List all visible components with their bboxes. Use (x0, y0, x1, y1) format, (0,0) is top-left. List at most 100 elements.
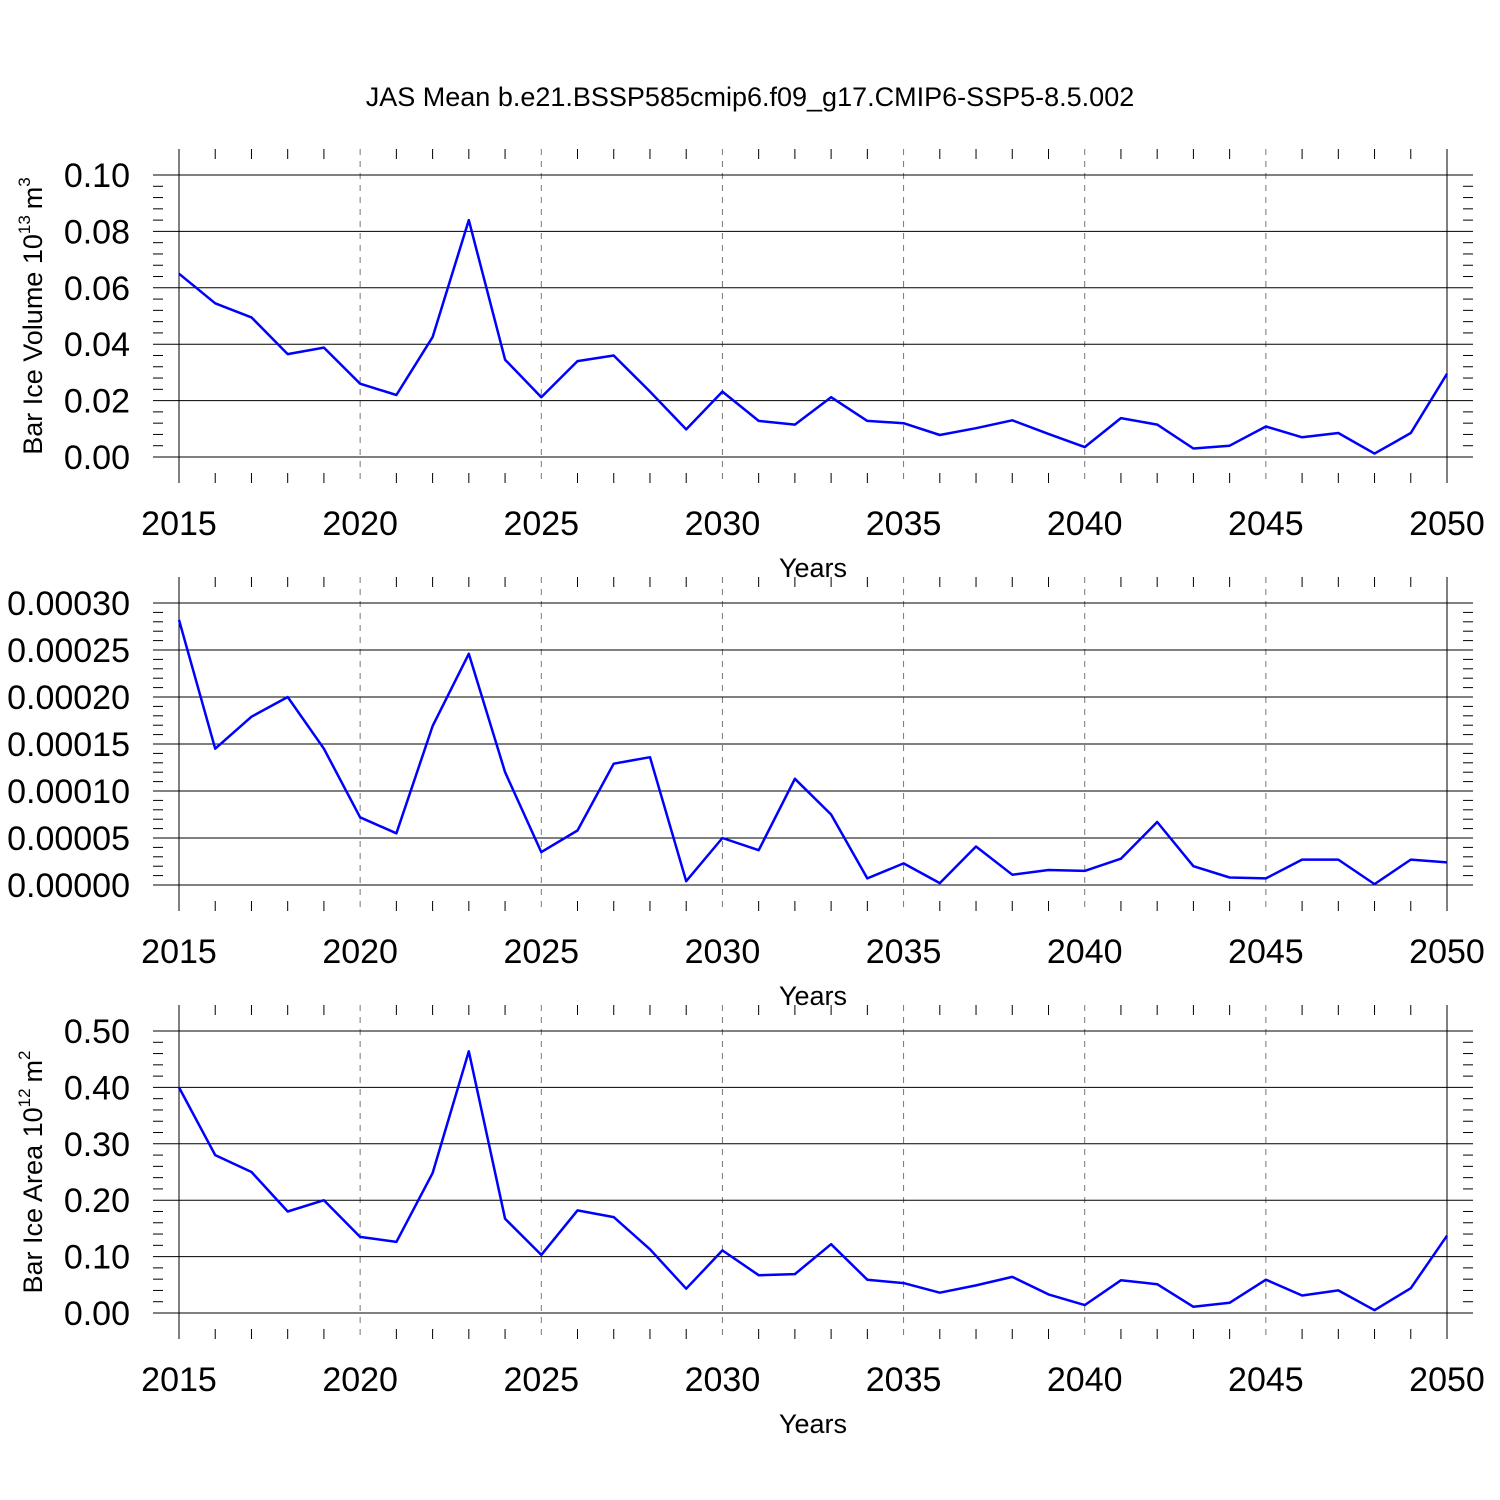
data-point (1300, 435, 1304, 439)
data-point (358, 815, 362, 819)
data-point (612, 353, 616, 357)
data-point (974, 1283, 978, 1287)
x-axis-label: Years (779, 1409, 847, 1439)
data-point (539, 395, 543, 399)
y-axis-label-exponent: 12 (15, 1088, 34, 1107)
data-point (1445, 372, 1449, 376)
y-axis-label: Bar Ice Volume 1013 m3 (15, 177, 48, 455)
data-point (322, 346, 326, 350)
y-tick-label: 0.00 (64, 439, 130, 477)
x-tick-label: 2045 (1228, 505, 1304, 543)
data-point (938, 881, 942, 885)
data-point (1155, 820, 1159, 824)
y-tick-label: 0.10 (64, 157, 130, 195)
data-point (720, 836, 724, 840)
data-point (1409, 858, 1413, 862)
data-point (793, 423, 797, 427)
data-point (286, 695, 290, 699)
data-point (213, 747, 217, 751)
data-point (286, 1209, 290, 1213)
data-point (757, 1273, 761, 1277)
data-point (1191, 447, 1195, 451)
data-point (249, 315, 253, 319)
y-tick-label: 0.04 (64, 326, 130, 364)
y-tick-label: 0.08 (64, 213, 130, 251)
data-point (431, 335, 435, 339)
y-tick-label: 0.50 (64, 1013, 130, 1051)
data-point (1191, 864, 1195, 868)
y-axis-label-unit-exponent: 3 (15, 177, 34, 186)
y-tick-label: 0.40 (64, 1069, 130, 1107)
data-point (648, 390, 652, 394)
data-point (467, 652, 471, 656)
data-point (720, 1248, 724, 1252)
x-tick-label: 2030 (685, 1361, 761, 1399)
data-point (177, 618, 181, 622)
series-line (177, 619, 1448, 886)
data-point (431, 1171, 435, 1175)
data-point (1300, 858, 1304, 862)
data-point (757, 419, 761, 423)
panel-bar-ice-volume: 2015 2020 2025 2030 2035 2040 2045 2050 0.00 0.02… (15, 149, 1485, 583)
x-tick-label: 2035 (866, 505, 942, 543)
data-point (1264, 425, 1268, 429)
data-point (503, 358, 507, 362)
data-point (249, 1170, 253, 1174)
data-point (1119, 1278, 1123, 1282)
data-point (213, 301, 217, 305)
data-point (938, 1291, 942, 1295)
data-point (322, 1198, 326, 1202)
data-point (394, 1240, 398, 1244)
y-tick-label: 0.00030 (7, 585, 130, 623)
data-point (1010, 873, 1014, 877)
x-tick-label: 2045 (1228, 933, 1304, 971)
x-axis-label: Years (779, 553, 847, 583)
x-tick-label: 2015 (141, 1361, 217, 1399)
data-point (394, 393, 398, 397)
data-point (467, 1049, 471, 1053)
data-point (829, 1242, 833, 1246)
data-point (1409, 431, 1413, 435)
data-point (612, 762, 616, 766)
x-tick-label: 2025 (503, 505, 579, 543)
x-tick-label: 2040 (1047, 933, 1123, 971)
data-point (1083, 1303, 1087, 1307)
y-tick-label: 0.10 (64, 1239, 130, 1277)
y-axis-label-exponent: 13 (15, 215, 34, 234)
data-point (1445, 1234, 1449, 1238)
data-point (503, 1217, 507, 1221)
x-tick-label: 2020 (322, 933, 398, 971)
data-point (793, 777, 797, 781)
x-tick-label: 2030 (685, 933, 761, 971)
data-point (576, 359, 580, 363)
data-point (720, 390, 724, 394)
data-point (177, 272, 181, 276)
data-point (394, 831, 398, 835)
x-tick-label: 2015 (141, 505, 217, 543)
x-tick-label: 2045 (1228, 1361, 1304, 1399)
data-point (1228, 1301, 1232, 1305)
data-point (865, 1278, 869, 1282)
data-point (757, 848, 761, 852)
x-tick-label: 2035 (866, 933, 942, 971)
data-point (974, 426, 978, 430)
x-tick-label: 2040 (1047, 1361, 1123, 1399)
data-point (1191, 1305, 1195, 1309)
data-point (1010, 418, 1014, 422)
data-point (684, 879, 688, 883)
data-point (865, 419, 869, 423)
x-tick-label: 2025 (503, 933, 579, 971)
data-point (684, 1287, 688, 1291)
data-point (1264, 876, 1268, 880)
data-point (1409, 1286, 1413, 1290)
data-point (1155, 1282, 1159, 1286)
data-point (576, 828, 580, 832)
x-tick-label: 2035 (866, 1361, 942, 1399)
data-point (1336, 431, 1340, 435)
x-tick-label: 2050 (1409, 505, 1485, 543)
data-point (684, 427, 688, 431)
data-point (1155, 423, 1159, 427)
y-tick-label: 0.00 (64, 1295, 130, 1333)
y-axis-label-unit-exponent: 2 (15, 1050, 34, 1059)
